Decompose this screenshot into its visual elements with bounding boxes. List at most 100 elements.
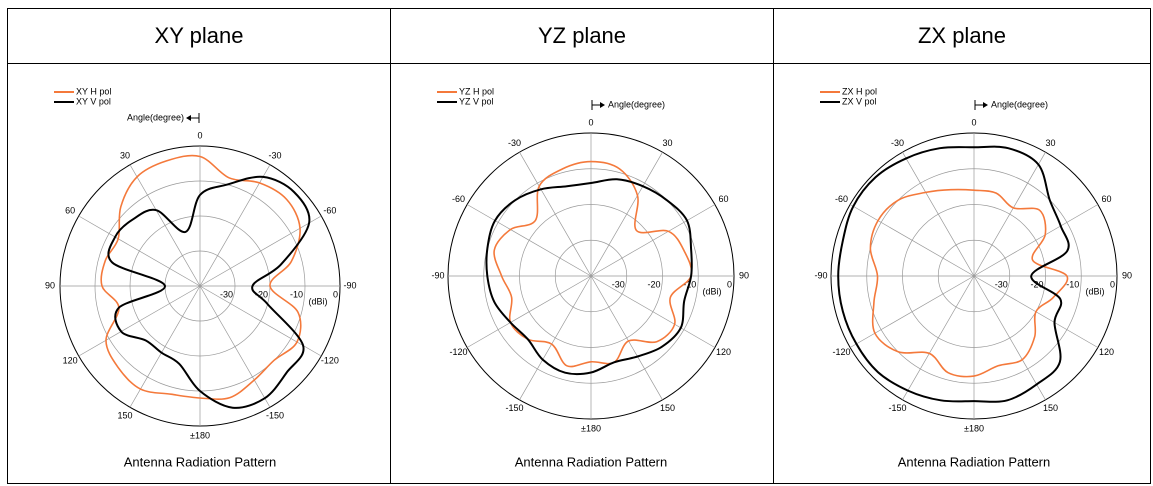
spoke bbox=[466, 204, 592, 277]
spoke bbox=[199, 164, 271, 287]
theta-tick-label: -120 bbox=[832, 347, 850, 357]
theta-tick-label: -150 bbox=[266, 410, 284, 420]
r-tick-label: -30 bbox=[220, 289, 233, 299]
theta-tick-label: ±180 bbox=[964, 423, 984, 433]
r-axis-label: (dBi) bbox=[1085, 286, 1104, 296]
spoke bbox=[590, 275, 716, 348]
theta-tick-label: 30 bbox=[1045, 138, 1055, 148]
arrow-head bbox=[600, 102, 605, 108]
theta-tick-label: -150 bbox=[505, 403, 523, 413]
theta-tick-label: 30 bbox=[662, 138, 672, 148]
polar-chart: -30 -20 -10 0 0 30 60 90 120 150 ±180 -150 -120 -90 -6… bbox=[45, 86, 357, 469]
spoke bbox=[590, 204, 716, 277]
pattern-line bbox=[837, 145, 1070, 403]
spoke bbox=[199, 285, 271, 408]
spoke bbox=[973, 151, 1046, 277]
theta-tick-label: 150 bbox=[1043, 403, 1058, 413]
theta-tick-label: 150 bbox=[117, 410, 132, 420]
legend-label: ZX V pol bbox=[842, 96, 877, 106]
r-tick-label: 0 bbox=[727, 279, 732, 289]
header-cell: ZX plane bbox=[773, 8, 1151, 64]
spoke bbox=[129, 285, 201, 408]
spoke bbox=[590, 275, 663, 401]
angle-annotation: Angle(degree) bbox=[991, 99, 1048, 109]
theta-tick-label: 0 bbox=[197, 130, 202, 140]
theta-tick-label: 90 bbox=[739, 270, 749, 280]
legend-label: YZ H pol bbox=[459, 86, 494, 96]
spoke bbox=[199, 215, 322, 287]
chart-cell: -30 -20 -10 0 0 30 60 90 120 150 ±180 -150 -120 -90 -6… bbox=[773, 63, 1151, 484]
arrow-head bbox=[983, 102, 988, 108]
spoke bbox=[973, 204, 1099, 277]
spoke bbox=[902, 275, 975, 401]
theta-tick-label: 60 bbox=[718, 194, 728, 204]
spoke bbox=[973, 275, 1046, 401]
theta-tick-label: 30 bbox=[120, 150, 130, 160]
pattern-line bbox=[869, 188, 1069, 378]
spoke bbox=[78, 215, 201, 287]
theta-tick-label: -30 bbox=[268, 150, 281, 160]
arrow-head bbox=[186, 115, 191, 121]
theta-tick-label: -30 bbox=[891, 138, 904, 148]
chart-title: Antenna Radiation Pattern bbox=[898, 454, 1051, 469]
r-tick-label: -20 bbox=[255, 289, 268, 299]
legend-label: XY V pol bbox=[76, 96, 111, 106]
theta-tick-label: 60 bbox=[65, 205, 75, 215]
header-cell: YZ plane bbox=[390, 8, 774, 64]
theta-tick-label: 0 bbox=[588, 117, 593, 127]
legend-label: ZX H pol bbox=[842, 86, 877, 96]
theta-tick-label: -150 bbox=[888, 403, 906, 413]
r-tick-label: 0 bbox=[1110, 279, 1115, 289]
theta-tick-label: ±180 bbox=[190, 430, 210, 440]
spoke bbox=[78, 285, 201, 357]
pattern-line bbox=[107, 175, 311, 409]
header-row: XY plane YZ plane ZX plane bbox=[7, 8, 1151, 64]
chart-title: Antenna Radiation Pattern bbox=[124, 454, 277, 469]
spoke bbox=[519, 151, 592, 277]
polar-chart: -30 -20 -10 00306090120150±180-150-120-90-6… bbox=[814, 86, 1132, 469]
spoke bbox=[849, 204, 975, 277]
theta-tick-label: -120 bbox=[449, 347, 467, 357]
chart-cell: -30 -20 -10 0 0 30 60 90 120 150 ±180 -150 -120 -90 -6… bbox=[390, 63, 774, 484]
r-tick-label: 0 bbox=[333, 289, 338, 299]
theta-tick-label: 0 bbox=[971, 117, 976, 127]
polar-chart: -30 -20 -10 00306090120150±180-150-120-90-6… bbox=[431, 86, 749, 469]
theta-tick-label: -60 bbox=[835, 194, 848, 204]
theta-tick-label: 90 bbox=[1122, 270, 1132, 280]
legend-label: XY H pol bbox=[76, 86, 111, 96]
r-tick-label: -10 bbox=[1066, 279, 1079, 289]
theta-tick-label: -30 bbox=[508, 138, 521, 148]
theta-tick-label: -120 bbox=[321, 355, 339, 365]
spoke bbox=[519, 275, 592, 401]
r-tick-label: -20 bbox=[647, 279, 660, 289]
r-tick-label: -10 bbox=[290, 289, 303, 299]
pattern-line bbox=[493, 160, 693, 368]
theta-tick-label: -90 bbox=[343, 280, 356, 290]
spoke bbox=[129, 164, 201, 287]
r-tick-label: -30 bbox=[612, 279, 625, 289]
theta-tick-label: -60 bbox=[452, 194, 465, 204]
theta-tick-label: -60 bbox=[323, 205, 336, 215]
theta-tick-label: ±180 bbox=[581, 423, 601, 433]
theta-tick-label: 120 bbox=[1099, 347, 1114, 357]
theta-tick-label: 120 bbox=[63, 355, 78, 365]
spoke bbox=[199, 285, 322, 357]
theta-tick-label: -90 bbox=[431, 270, 444, 280]
r-axis-label: (dBi) bbox=[308, 296, 327, 306]
pattern-line bbox=[100, 154, 302, 401]
spoke bbox=[849, 275, 975, 348]
spoke bbox=[466, 275, 592, 348]
angle-annotation: Angle(degree) bbox=[608, 99, 665, 109]
theta-tick-label: 120 bbox=[716, 347, 731, 357]
chart-cell: -30 -20 -10 0 0 30 60 90 120 150 ±180 -150 -120 -90 -6… bbox=[7, 63, 391, 484]
r-tick-label: -30 bbox=[995, 279, 1008, 289]
theta-tick-label: 150 bbox=[660, 403, 675, 413]
theta-tick-label: 60 bbox=[1101, 194, 1111, 204]
r-axis-label: (dBi) bbox=[702, 286, 721, 296]
pattern-table: XY plane YZ plane ZX plane -30 -20 -10 0 0 30… bbox=[7, 8, 1151, 484]
angle-annotation: Angle(degree) bbox=[127, 112, 184, 122]
legend-label: YZ V pol bbox=[459, 96, 494, 106]
pattern-line bbox=[485, 178, 693, 376]
theta-tick-label: 90 bbox=[45, 280, 55, 290]
